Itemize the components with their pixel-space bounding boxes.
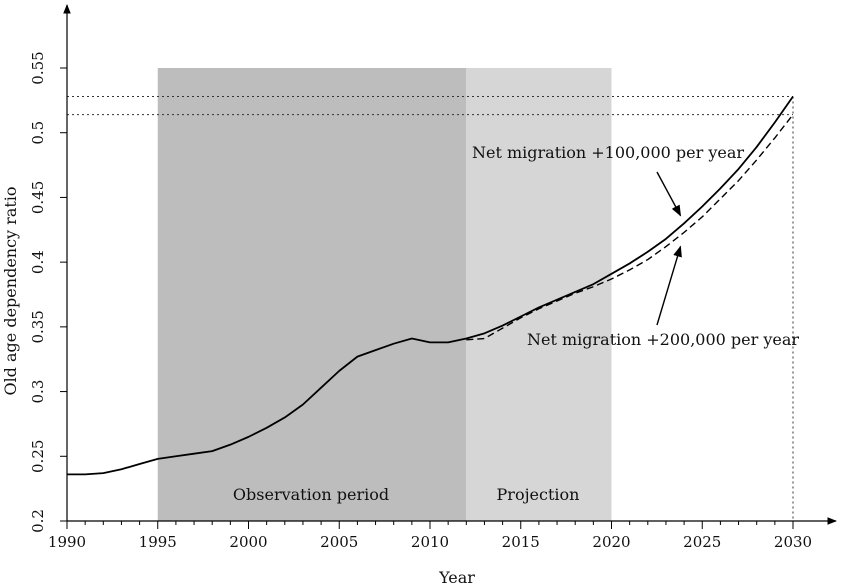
region-label-projection: Projection xyxy=(497,485,580,504)
annotation-arrow-100k xyxy=(656,171,682,217)
x-axis-label: Year xyxy=(438,568,475,587)
x-tick-label: 2015 xyxy=(502,533,540,551)
series-line-0 xyxy=(67,95,794,476)
x-tick-label: 1995 xyxy=(139,533,177,551)
x-tick-label: 2030 xyxy=(774,533,812,551)
y-tick-label: 0.2 xyxy=(29,509,47,533)
region-label-observation: Observation period xyxy=(233,485,389,504)
y-tick-label: 0.25 xyxy=(29,440,47,473)
x-tick-label: 1990 xyxy=(48,533,86,551)
x-tick-label: 2020 xyxy=(592,533,630,551)
y-tick-label: 0.55 xyxy=(29,51,47,84)
x-tick-label: 2025 xyxy=(683,533,721,551)
y-tick-label: 0.3 xyxy=(29,380,47,404)
annotation-200k: Net migration +200,000 per year xyxy=(527,330,799,349)
y-tick-label: 0.35 xyxy=(29,310,47,343)
y-tick-label: 0.45 xyxy=(29,181,47,214)
annotation-100k: Net migration +100,000 per year xyxy=(472,143,744,162)
shaded-regions xyxy=(157,68,612,521)
y-tick-label: 0.4 xyxy=(29,250,47,274)
shaded-region-0 xyxy=(157,68,467,521)
x-tick-label: 2005 xyxy=(320,533,358,551)
shaded-region-1 xyxy=(466,68,612,521)
annotations xyxy=(656,171,682,326)
series-group xyxy=(67,95,794,476)
annotation-arrow-200k xyxy=(656,245,682,326)
x-tick-label: 2000 xyxy=(229,533,267,551)
reference-lines xyxy=(67,95,794,521)
x-tick-label: 2010 xyxy=(411,533,449,551)
series-line-1 xyxy=(466,114,794,341)
y-tick-label: 0.5 xyxy=(29,121,47,145)
y-axis-label: Old age dependency ratio xyxy=(1,186,20,395)
axes: 1990 1995 2000 2005 2010 2015 2020 2025 2030 0.2 0… xyxy=(29,4,837,551)
